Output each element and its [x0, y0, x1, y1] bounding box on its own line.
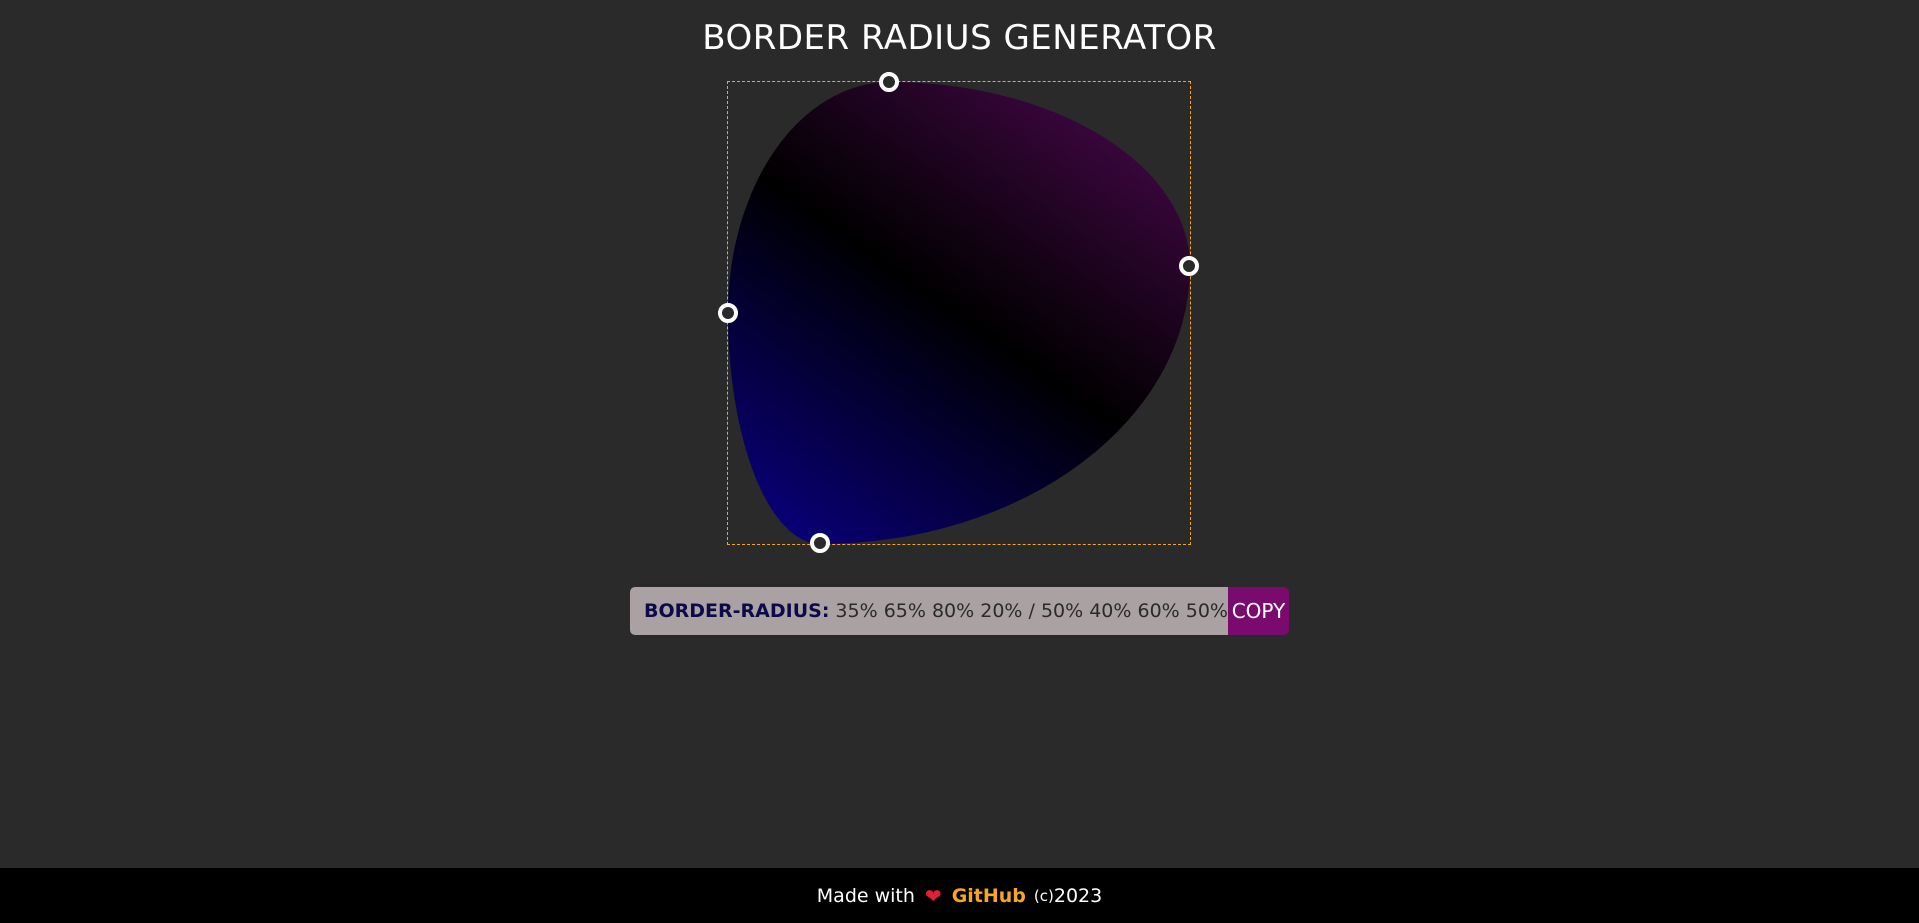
top-handle[interactable]: [879, 72, 900, 92]
footer: Made with ❤ GitHub (c) 2023: [0, 868, 1919, 923]
bottom-handle[interactable]: [810, 533, 831, 553]
output-label: BORDER-RADIUS:: [644, 600, 830, 622]
left-handle[interactable]: [718, 302, 738, 323]
copyright-symbol: (c): [1033, 886, 1054, 905]
page-title: BORDER RADIUS GENERATOR: [702, 18, 1217, 58]
border-radius-output: BORDER-RADIUS: 35% 65% 80% 20% / 50% 40%…: [630, 587, 1289, 635]
copyright-year: 2023: [1053, 884, 1103, 907]
right-handle[interactable]: [1179, 256, 1199, 277]
blob-shape: [728, 82, 1190, 544]
copy-button[interactable]: COPY: [1227, 587, 1289, 635]
output-value: 35% 65% 80% 20% / 50% 40% 60% 50%: [835, 600, 1228, 622]
shape-editor: [718, 72, 1199, 553]
made-with-text: Made with: [816, 884, 915, 907]
heart-icon: ❤: [924, 883, 942, 908]
output-field[interactable]: BORDER-RADIUS: 35% 65% 80% 20% / 50% 40%…: [630, 587, 1228, 635]
github-link[interactable]: GitHub: [951, 884, 1026, 907]
